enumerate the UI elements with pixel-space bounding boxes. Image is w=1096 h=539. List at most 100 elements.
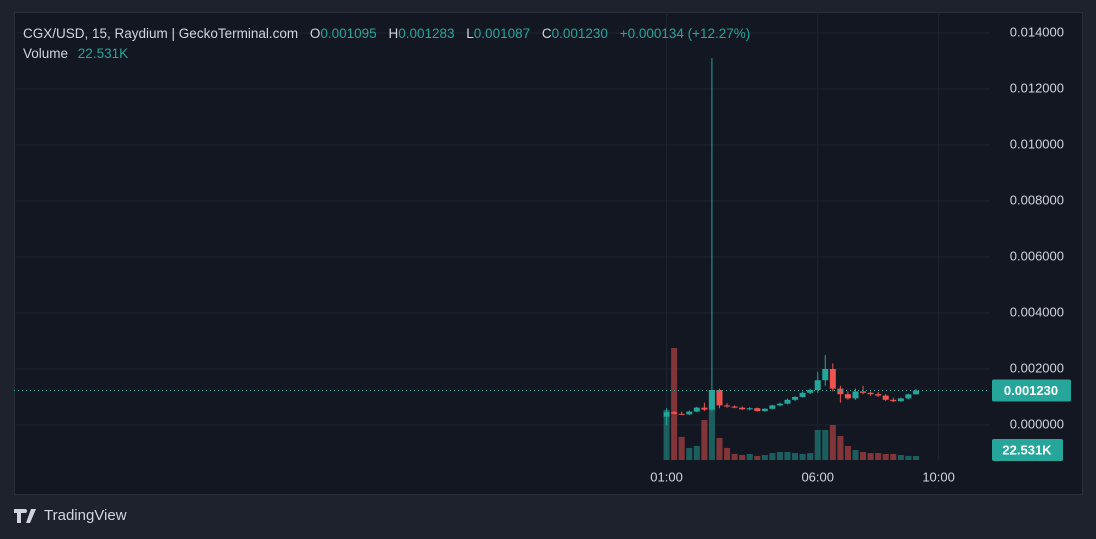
volume-bar (799, 453, 806, 460)
volume-bar (890, 453, 897, 460)
candle-body (852, 391, 859, 399)
volume-bar (708, 389, 715, 460)
volume-bar (882, 453, 889, 460)
volume-bar (761, 455, 768, 460)
candle-body (693, 407, 700, 412)
volume-bar (776, 452, 783, 460)
candle-body (792, 397, 799, 400)
candle-body (686, 411, 693, 415)
volume-bar (837, 436, 844, 460)
candle-body (724, 405, 731, 407)
volume-bar (829, 424, 836, 460)
volume-bar (822, 429, 829, 460)
volume-tag (992, 438, 1063, 461)
legend-value: 22.531K (77, 46, 129, 61)
y-tick-label: 0.008000 (1010, 192, 1064, 207)
legend-change: +0.000134 (+12.27%) (619, 26, 751, 41)
volume-bar (905, 455, 912, 460)
volume-bar (784, 452, 791, 460)
volume-bar (686, 447, 693, 460)
volume-bar (746, 453, 753, 460)
candle-body (746, 408, 753, 410)
volume-bar (754, 455, 761, 460)
volume-bar (731, 453, 738, 460)
legend-value: 0.001230 (551, 26, 608, 41)
volume-bar (912, 455, 919, 460)
volume-bar (663, 409, 670, 460)
candle-body (807, 390, 814, 393)
brand[interactable]: TradingView (14, 507, 127, 524)
candle-body (716, 390, 723, 406)
legend-key: L (466, 26, 474, 41)
candle-body (905, 394, 912, 399)
candle-body (897, 398, 904, 402)
y-tick-label: 0.000000 (1010, 416, 1064, 431)
x-tick-label: 01:00 (650, 469, 683, 484)
symbol: CGX/USD, 15, Raydium | GeckoTerminal.com (23, 26, 299, 41)
candle-body (671, 412, 678, 414)
candle-body (875, 394, 882, 396)
volume-bar (807, 453, 814, 460)
candle-body (739, 407, 746, 410)
candle-body (701, 407, 708, 410)
y-tick-label: 0.012000 (1010, 80, 1064, 95)
volume-bar (792, 453, 799, 460)
volume-bar (844, 445, 851, 460)
y-tick-label: 0.002000 (1010, 360, 1064, 375)
candle-body (776, 403, 783, 406)
volume-bar (678, 436, 685, 460)
candle-body (890, 399, 897, 402)
candle-body (882, 395, 889, 400)
chart-panel (14, 12, 1083, 495)
y-tick-label: 0.010000 (1010, 136, 1064, 151)
volume-tag-label: 22.531K (1002, 442, 1052, 457)
candle-body (814, 380, 821, 390)
x-tick-label: 06:00 (801, 469, 834, 484)
candle-body (754, 408, 761, 411)
volume-bar (739, 455, 746, 460)
volume-bar (814, 429, 821, 460)
candle-body (860, 391, 867, 393)
volume-bar (852, 450, 859, 460)
candle-body (844, 394, 851, 399)
legend-row: Volume 22.531K (23, 44, 750, 64)
volume-bar (875, 453, 882, 460)
volume-bar (724, 447, 731, 460)
candle-body (784, 399, 791, 404)
volume-bar (867, 453, 874, 460)
price-tag (992, 379, 1071, 402)
legend: CGX/USD, 15, Raydium | GeckoTerminal.com… (23, 24, 750, 64)
legend-row: CGX/USD, 15, Raydium | GeckoTerminal.com… (23, 24, 750, 44)
candle-body (829, 369, 836, 389)
brand-name: TradingView (44, 507, 127, 524)
x-tick-label: 10:00 (922, 469, 955, 484)
price-tag-label: 0.001230 (1004, 383, 1058, 398)
candle-body (731, 406, 738, 408)
candle-body (912, 390, 919, 395)
volume-bar (671, 348, 678, 460)
legend-key: C (541, 26, 552, 41)
volume-bar (693, 445, 700, 460)
brand-logo (14, 508, 36, 523)
volume-bar (769, 453, 776, 460)
candle-body (822, 369, 829, 381)
y-tick-label: 0.006000 (1010, 248, 1064, 263)
candle-body (837, 388, 844, 395)
legend-key: O (309, 26, 321, 41)
candle-body (799, 392, 806, 397)
legend-value: 0.001087 (473, 26, 531, 41)
candle-body (769, 405, 776, 409)
legend-key: Volume (23, 46, 69, 61)
volume-bar (897, 455, 904, 460)
candle-body (761, 408, 768, 411)
legend-value: 0.001283 (398, 26, 455, 41)
legend-value: 0.001095 (320, 26, 377, 41)
candle-body (678, 413, 685, 415)
volume-bar (860, 452, 867, 460)
candle-body (867, 392, 874, 395)
volume-bar (716, 437, 723, 460)
y-tick-label: 0.014000 (1010, 24, 1064, 39)
candle-body (663, 412, 670, 417)
